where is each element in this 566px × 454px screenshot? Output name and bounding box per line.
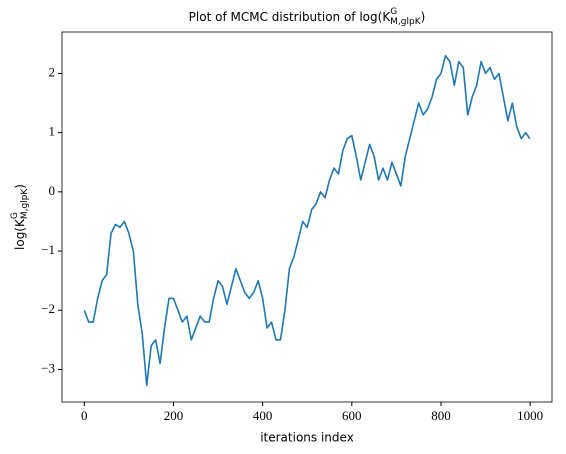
x-tick-label: 200 bbox=[164, 408, 184, 423]
y-tick-label: 2 bbox=[49, 64, 56, 79]
x-tick-label: 0 bbox=[81, 408, 88, 423]
ylabel-text: log(K bbox=[13, 218, 27, 250]
title-sup: G bbox=[390, 7, 397, 17]
y-tick-label: 0 bbox=[49, 183, 56, 198]
y-tick-label: 1 bbox=[49, 124, 56, 139]
x-tick-label: 600 bbox=[342, 408, 362, 423]
plot-frame bbox=[61, 31, 553, 403]
y-tick-label: −1 bbox=[41, 242, 55, 257]
x-axis-label: iterations index bbox=[260, 431, 354, 445]
chart-title: Plot of MCMC distribution of log(KG M,glp… bbox=[189, 7, 426, 27]
ylabel-sup: G bbox=[10, 212, 20, 219]
x-tick-label: 1000 bbox=[517, 408, 543, 423]
ylabel-sub: M,glpK bbox=[20, 188, 30, 220]
title-end: ) bbox=[421, 10, 426, 24]
y-axis-label: log(KGM,glpK) bbox=[10, 184, 30, 250]
y-tick-label: −3 bbox=[41, 360, 55, 375]
x-tick-label: 800 bbox=[431, 408, 451, 423]
title-sub: M,glpK bbox=[390, 17, 422, 27]
y-tick-label: −2 bbox=[41, 301, 55, 316]
data-line bbox=[83, 54, 531, 387]
x-tick-label: 400 bbox=[253, 408, 273, 423]
ylabel-end: ) bbox=[13, 184, 27, 189]
title-text: Plot of MCMC distribution of log(K bbox=[189, 10, 392, 24]
